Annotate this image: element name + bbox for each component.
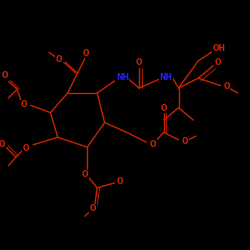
Text: NH: NH bbox=[159, 73, 172, 82]
Text: O: O bbox=[160, 104, 167, 113]
Text: O: O bbox=[82, 170, 88, 179]
Text: O: O bbox=[223, 82, 230, 91]
Text: O: O bbox=[215, 58, 221, 67]
Text: O: O bbox=[182, 137, 188, 146]
Text: O: O bbox=[0, 140, 6, 149]
Text: O: O bbox=[56, 55, 62, 64]
Text: O: O bbox=[2, 71, 8, 80]
Text: OH: OH bbox=[213, 44, 226, 53]
Text: O: O bbox=[150, 140, 156, 149]
Text: O: O bbox=[22, 144, 29, 153]
Text: O: O bbox=[117, 177, 123, 186]
Text: O: O bbox=[136, 58, 142, 68]
Text: O: O bbox=[90, 204, 96, 213]
Text: O: O bbox=[83, 48, 89, 58]
Text: O: O bbox=[20, 100, 27, 109]
Text: NH: NH bbox=[116, 73, 129, 82]
